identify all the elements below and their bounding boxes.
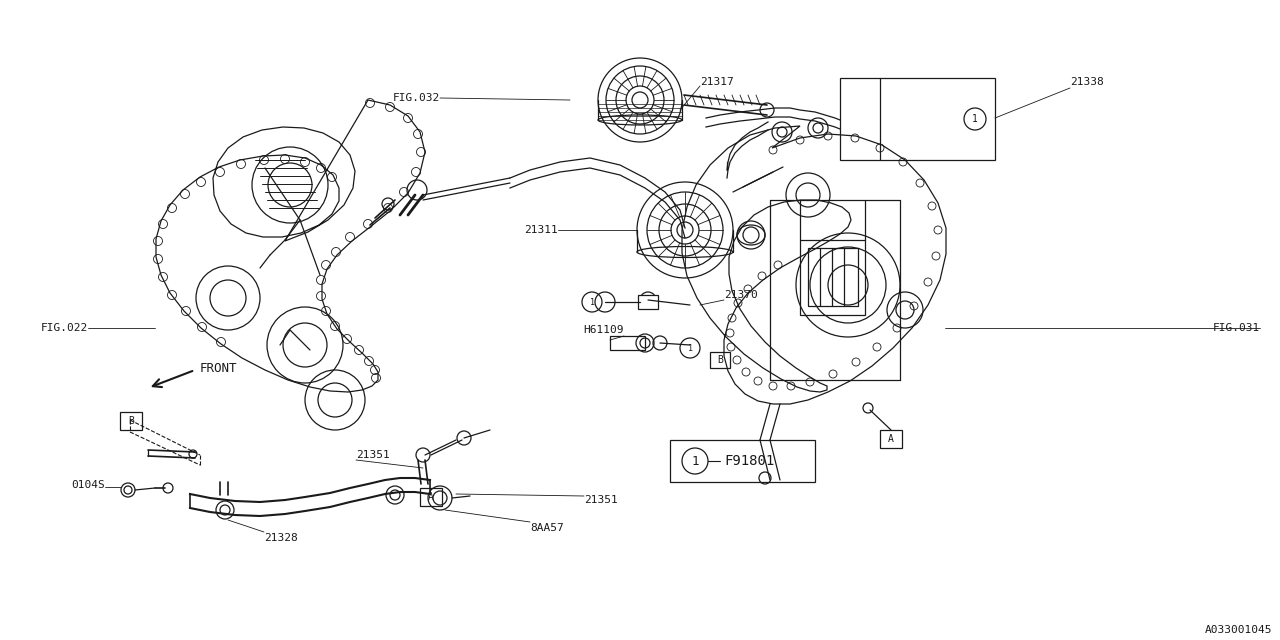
Text: 21351: 21351 [584, 495, 618, 505]
Text: 21370: 21370 [724, 290, 758, 300]
Bar [808, 248, 858, 306]
Text: 1: 1 [590, 298, 594, 307]
Text: 0104S: 0104S [72, 480, 105, 490]
Text: 1: 1 [691, 454, 699, 467]
Text: 8AA57: 8AA57 [530, 523, 563, 533]
Bar [611, 336, 645, 350]
Bar [669, 440, 815, 482]
Polygon shape [682, 126, 946, 404]
Bar [637, 295, 658, 309]
Text: FIG.022: FIG.022 [41, 323, 88, 333]
Polygon shape [156, 100, 425, 392]
Bar [120, 412, 142, 430]
Text: FIG.032: FIG.032 [393, 93, 440, 103]
Text: B: B [717, 355, 723, 365]
Text: 21338: 21338 [1070, 77, 1103, 87]
Text: FIG.031: FIG.031 [1212, 323, 1260, 333]
Text: H61109: H61109 [584, 325, 625, 335]
Text: 21317: 21317 [700, 77, 733, 87]
Bar [420, 488, 442, 506]
Bar [800, 240, 865, 315]
Text: 1: 1 [972, 114, 978, 124]
Text: A: A [888, 434, 893, 444]
Text: F91801: F91801 [724, 454, 774, 468]
Text: 1: 1 [687, 344, 692, 353]
Text: 21311: 21311 [525, 225, 558, 235]
Text: FRONT: FRONT [200, 362, 238, 374]
Text: A033001045: A033001045 [1204, 625, 1272, 635]
Text: 21351: 21351 [356, 450, 389, 460]
Bar [881, 430, 902, 448]
Bar [840, 78, 995, 160]
Text: B: B [128, 416, 134, 426]
Text: 21328: 21328 [264, 533, 298, 543]
Text: A: A [428, 492, 434, 502]
Bar [710, 352, 730, 368]
